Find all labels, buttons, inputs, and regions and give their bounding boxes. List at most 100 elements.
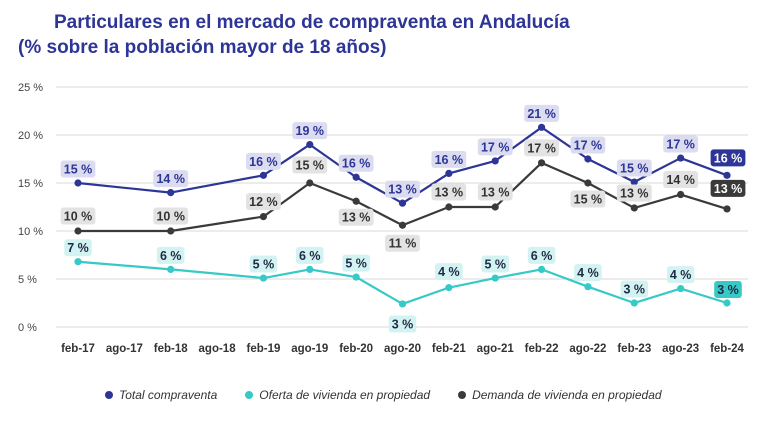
data-label: 4 % (438, 265, 460, 279)
data-point (723, 299, 731, 307)
data-label: 13 % (342, 211, 371, 225)
x-tick-label: feb-19 (246, 343, 280, 355)
data-point (259, 213, 268, 221)
data-label-box (153, 170, 189, 188)
data-point (584, 179, 592, 187)
data-label: 17 % (527, 141, 556, 155)
data-label-box (338, 208, 374, 226)
x-tick-label: ago-22 (569, 343, 606, 355)
data-label-box (246, 152, 281, 170)
data-label: 6 % (299, 249, 321, 263)
data-label-box (342, 254, 370, 272)
data-point (167, 265, 175, 273)
data-label: 14 % (156, 172, 185, 186)
data-point (630, 204, 638, 212)
data-label: 15 % (64, 163, 93, 177)
legend-item: Oferta de vivienda en propiedad (245, 388, 430, 402)
data-label: 5 % (484, 258, 506, 272)
data-label: 19 % (296, 124, 325, 138)
data-label: 16 % (435, 153, 464, 167)
data-point (491, 157, 499, 165)
y-tick-label: 5 % (18, 274, 37, 286)
data-label: 15 % (574, 193, 603, 207)
x-tick-label: ago-20 (384, 343, 421, 355)
data-point (445, 169, 453, 177)
data-label-box (524, 104, 559, 122)
data-point (537, 159, 546, 167)
data-point (352, 173, 360, 181)
data-point (677, 154, 685, 162)
data-label: 6 % (531, 249, 553, 263)
data-label-box (570, 190, 606, 208)
data-label-box (60, 207, 96, 225)
data-label: 5 % (345, 257, 367, 271)
x-tick-label: ago-23 (662, 343, 699, 355)
x-tick-label: ago-17 (106, 343, 143, 355)
data-label: 13 % (435, 186, 464, 200)
data-point (167, 189, 175, 197)
x-tick-label: feb-17 (61, 343, 95, 355)
data-label-box (527, 246, 556, 264)
data-label: 6 % (160, 249, 182, 263)
data-label-box (710, 149, 746, 167)
data-label-box (295, 246, 324, 264)
data-point (398, 199, 407, 207)
y-tick-label: 25 % (18, 82, 43, 94)
chart-title: Particulares en el mercado de compravent… (18, 10, 570, 60)
data-label-box (156, 246, 185, 264)
data-point (630, 178, 638, 186)
legend-label: Demanda de vivienda en propiedad (472, 388, 662, 402)
data-label: 10 % (156, 210, 185, 224)
data-label: 13 % (714, 182, 743, 196)
data-label: 3 % (624, 283, 646, 297)
data-point (306, 265, 314, 273)
data-label-box (570, 136, 606, 154)
x-tick-label: feb-18 (154, 343, 188, 355)
y-tick-label: 10 % (18, 226, 43, 238)
data-label: 15 % (296, 159, 325, 173)
x-tick-label: ago-18 (199, 343, 237, 355)
data-label-box (385, 234, 420, 252)
data-label-box (64, 239, 92, 257)
legend-marker (458, 391, 467, 399)
legend-marker (245, 391, 254, 399)
data-label-box (616, 184, 652, 202)
data-label: 14 % (666, 173, 695, 187)
data-point (677, 190, 685, 199)
data-label: 3 % (392, 317, 414, 331)
data-point (74, 258, 82, 266)
data-label: 7 % (67, 241, 89, 255)
data-label: 15 % (620, 162, 649, 176)
x-tick-label: ago-21 (477, 343, 515, 355)
x-tick-label: feb-22 (525, 343, 559, 355)
data-label-box (574, 264, 602, 282)
data-point (537, 265, 546, 273)
y-tick-label: 0 % (18, 322, 37, 334)
data-label-box (663, 171, 699, 189)
data-point (259, 171, 268, 179)
data-label-box (481, 255, 510, 273)
legend-marker (105, 391, 113, 399)
legend-item: Demanda de vivienda en propiedad (458, 388, 662, 402)
data-label: 4 % (577, 266, 599, 280)
data-point (723, 171, 731, 179)
data-label-box (431, 183, 467, 201)
data-label: 17 % (481, 140, 510, 154)
data-label: 13 % (481, 186, 510, 200)
data-label: 12 % (249, 195, 278, 209)
data-label-box (663, 135, 699, 153)
data-label: 13 % (388, 183, 417, 197)
data-point (167, 227, 175, 235)
legend-label: Total compraventa (119, 388, 218, 402)
data-label-box (153, 207, 189, 225)
data-label: 16 % (342, 157, 371, 171)
y-tick-label: 15 % (18, 178, 43, 190)
x-tick-label: ago-19 (291, 343, 328, 355)
data-point (306, 179, 314, 187)
data-point (677, 285, 685, 293)
data-point (352, 197, 360, 205)
data-label-box (388, 315, 417, 333)
x-tick-label: feb-21 (432, 343, 466, 355)
data-label: 21 % (527, 107, 556, 121)
